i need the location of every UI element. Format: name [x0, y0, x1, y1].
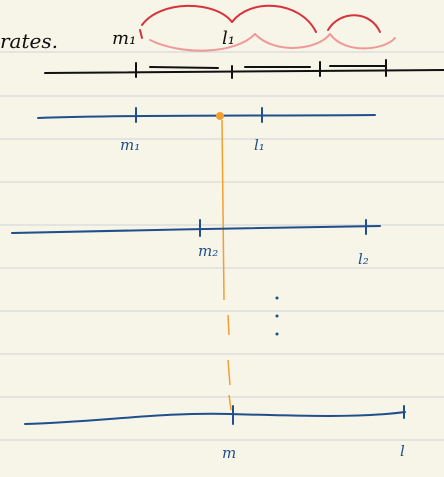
marker-dot — [216, 112, 224, 120]
heading-fragment: rates. — [0, 29, 58, 53]
row3-l-label: l — [400, 442, 405, 460]
row1-m-label: m₁ — [120, 136, 140, 154]
top-m-label: m₁ — [112, 28, 136, 49]
row3-m-label: m — [222, 444, 236, 462]
note-page: rates. m₁ l₁ m₁ l₁ m₂ l₂ m l — [0, 0, 444, 477]
row2-m-label: m₂ — [198, 242, 218, 260]
row1-l-label: l₁ — [254, 136, 265, 154]
row2-l-label: l₂ — [358, 250, 369, 268]
